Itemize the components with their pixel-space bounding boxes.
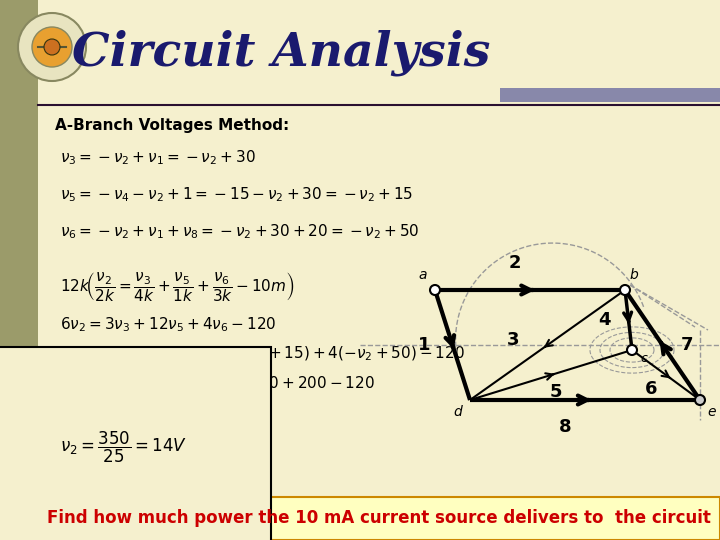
Text: c: c <box>640 352 647 365</box>
Text: 2: 2 <box>509 254 521 272</box>
Text: 8: 8 <box>559 418 571 436</box>
Text: A-Branch Voltages Method:: A-Branch Voltages Method: <box>55 118 289 133</box>
Text: d: d <box>454 405 462 419</box>
Text: $6\nu_2 = 3(-\nu_2 + 30) + 12(-\nu_2 + 15) + 4(-\nu_2 + 50) - 120$: $6\nu_2 = 3(-\nu_2 + 30) + 12(-\nu_2 + 1… <box>60 345 465 363</box>
Bar <box>38 497 720 540</box>
Text: 6: 6 <box>644 380 657 398</box>
Text: 7: 7 <box>680 336 693 354</box>
Text: a: a <box>418 268 427 282</box>
Circle shape <box>695 395 705 405</box>
Text: $12k\!\left(\dfrac{\nu_2}{2k} = \dfrac{\nu_3}{4k} + \dfrac{\nu_5}{1k} + \dfrac{\: $12k\!\left(\dfrac{\nu_2}{2k} = \dfrac{\… <box>60 270 294 303</box>
Text: $\nu_5 = -\nu_4 - \nu_2 + 1 = -15 - \nu_2 + 30 = -\nu_2 + 15$: $\nu_5 = -\nu_4 - \nu_2 + 1 = -15 - \nu_… <box>60 185 413 204</box>
Text: $6\nu_2 = 3\nu_3 + 12\nu_5 + 4\nu_6 - 120$: $6\nu_2 = 3\nu_3 + 12\nu_5 + 4\nu_6 - 12… <box>60 315 276 334</box>
Text: $\nu_2 = \dfrac{350}{25} = 14V$: $\nu_2 = \dfrac{350}{25} = 14V$ <box>60 430 187 465</box>
Text: $25\nu_2 = 350$: $25\nu_2 = 350$ <box>60 405 144 424</box>
Circle shape <box>430 285 440 295</box>
Text: Find how much power the 10 mA current source delivers to  the circuit: Find how much power the 10 mA current so… <box>47 509 711 527</box>
Circle shape <box>620 285 630 295</box>
Text: $\nu_6 = -\nu_2 + \nu_1 + \nu_8 = -\nu_2 + 30 + 20 = -\nu_2 + 50$: $\nu_6 = -\nu_2 + \nu_1 + \nu_8 = -\nu_2… <box>60 222 420 241</box>
Text: b: b <box>630 268 639 282</box>
Text: 5: 5 <box>550 383 562 401</box>
Text: $\nu_3 = -\nu_2 + \nu_1 = -\nu_2 + 30$: $\nu_3 = -\nu_2 + \nu_1 = -\nu_2 + 30$ <box>60 148 256 167</box>
Circle shape <box>627 345 637 355</box>
Text: Circuit Analysis: Circuit Analysis <box>72 30 490 77</box>
Bar <box>500 88 720 102</box>
Text: 3: 3 <box>507 331 520 349</box>
Text: e: e <box>707 405 716 419</box>
Text: $(6 + 3 + 12 + 4)\nu_2 = 90 + 180 + 200 - 120$: $(6 + 3 + 12 + 4)\nu_2 = 90 + 180 + 200 … <box>60 375 375 394</box>
Text: 1: 1 <box>418 336 431 354</box>
Text: 4: 4 <box>598 311 611 329</box>
Circle shape <box>18 13 86 81</box>
Circle shape <box>32 27 72 67</box>
Bar <box>0 0 38 540</box>
Circle shape <box>44 39 60 55</box>
